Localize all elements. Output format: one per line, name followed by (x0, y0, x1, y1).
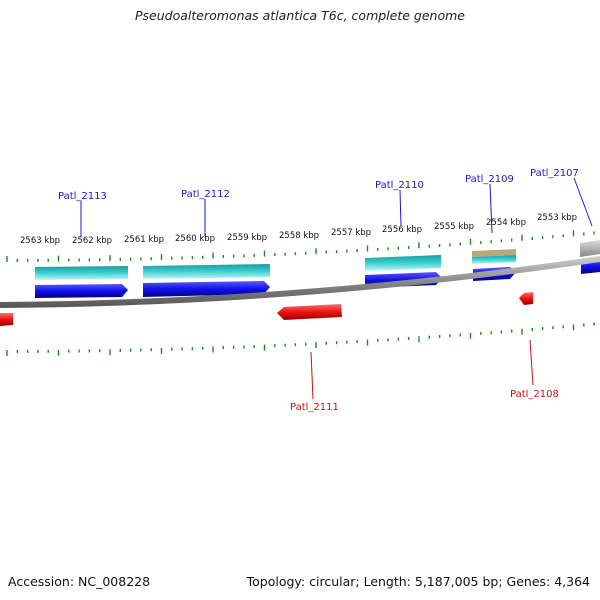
scale-label: 2555 kbp (434, 222, 474, 232)
gene-label-forward[interactable]: Patl_2112 (181, 189, 230, 200)
scale-label: 2554 kbp (486, 218, 526, 228)
gene-label-forward[interactable]: Patl_2107 (530, 168, 579, 179)
scale-tick-track-inner (6, 322, 595, 356)
feature-track (35, 240, 600, 280)
scale-label: 2563 kbp (20, 236, 60, 246)
scale-label: 2559 kbp (227, 233, 267, 243)
map-title: Pseudoalteromonas atlantica T6c, complet… (135, 8, 465, 23)
gene-label-forward[interactable]: Patl_2109 (465, 174, 514, 185)
reverse-gene-arrow[interactable] (0, 313, 13, 326)
scale-label: 2562 kbp (72, 236, 112, 246)
reverse-gene-track (0, 292, 533, 326)
gene-label-reverse[interactable]: Patl_2108 (510, 389, 559, 400)
scale-label: 2557 kbp (331, 228, 371, 238)
scale-label: 2561 kbp (124, 235, 164, 245)
scale-label: 2556 kbp (382, 225, 422, 235)
reverse-gene-arrow[interactable] (519, 292, 533, 305)
accession-label: Accession: NC_008228 (8, 574, 151, 589)
scale-label: 2553 kbp (537, 213, 577, 223)
forward-gene-arrow[interactable] (35, 284, 128, 298)
feature-bar[interactable] (35, 266, 128, 280)
gene-label-forward[interactable]: Patl_2113 (58, 191, 107, 202)
scale-labels: 2563 kbp 2562 kbp 2561 kbp 2560 kbp 2559… (20, 213, 577, 246)
gene-label-reverse[interactable]: Patl_2111 (290, 402, 339, 413)
scale-label: 2558 kbp (279, 231, 319, 241)
gene-label-forward[interactable]: Patl_2110 (375, 180, 424, 191)
scale-tick-track-outer (6, 230, 595, 262)
feature-bar[interactable] (472, 255, 516, 264)
reverse-gene-arrow[interactable] (277, 304, 342, 320)
label-leaders (80, 177, 593, 400)
scale-label: 2560 kbp (175, 234, 215, 244)
forward-gene-arrow[interactable] (143, 281, 270, 297)
feature-bar[interactable] (472, 249, 516, 257)
feature-bar[interactable] (143, 264, 270, 279)
gene-labels: Patl_2113 Patl_2112 Patl_2110 Patl_2109 … (58, 168, 579, 413)
feature-bar[interactable] (580, 240, 600, 257)
genome-backbone (0, 256, 600, 308)
genome-summary: Topology: circular; Length: 5,187,005 bp… (246, 574, 590, 589)
feature-bar[interactable] (365, 255, 441, 271)
